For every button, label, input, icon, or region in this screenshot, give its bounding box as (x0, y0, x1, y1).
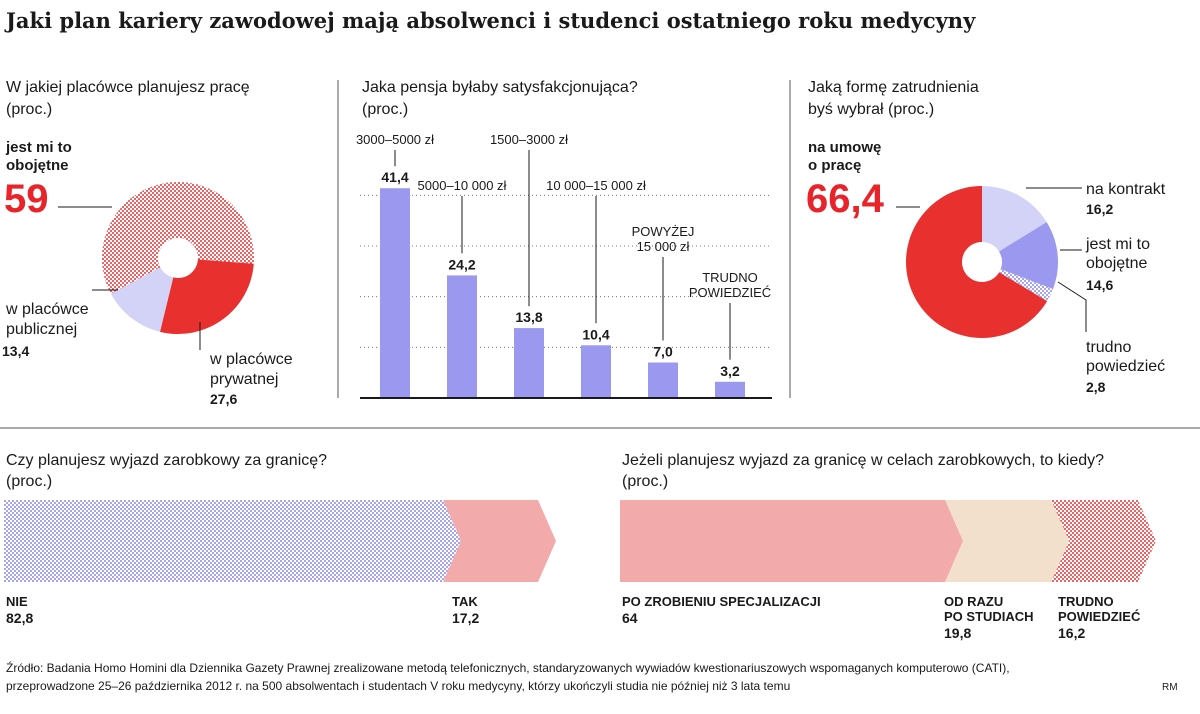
segment-label: TRUDNO (1058, 594, 1114, 609)
slice-contract (982, 186, 1047, 252)
chart5-question: Jeżeli planujesz wyjazd za granicę w cel… (622, 452, 1104, 469)
chart3-question: Jaką formę zatrudnienia (808, 79, 979, 96)
slice-hard-to-say (999, 269, 1054, 302)
salary-bar (447, 275, 477, 398)
segment-value: 19,8 (944, 625, 971, 641)
segment-label: TAK (452, 594, 478, 609)
source-note: przeprowadzone 25–26 października 2012 r… (6, 679, 790, 693)
private-label: w placówce (209, 351, 293, 368)
slice-indifferent (102, 182, 254, 294)
salary-bar (648, 362, 678, 398)
pie1-slices (102, 182, 254, 334)
segment-2 (945, 500, 1070, 582)
author-initials: RM (1162, 682, 1178, 693)
page-title: Jaki plan kariery zawodowej mają absolwe… (4, 8, 976, 33)
bar-category-label: 15 000 zł (637, 239, 690, 254)
private-label: prywatnej (210, 371, 278, 388)
salary-bar (514, 328, 544, 398)
chart4-unit: (proc.) (6, 473, 52, 490)
segment-1 (620, 500, 964, 582)
bar-value-label: 41,4 (381, 169, 408, 185)
obojetne-label: obojętne (1086, 255, 1147, 272)
salary-bars: 41,4 3000–5000 zł 24,2 5000–10 000 zł 13,8 15… (356, 132, 772, 399)
pie3-slices (906, 186, 1058, 339)
salary-bar (380, 188, 410, 398)
salary-bar-chart: Jaka pensja byłaby satysfakcjonująca? (p… (356, 79, 772, 399)
public-label: publicznej (6, 321, 77, 338)
salary-bar (581, 345, 611, 398)
chart3-unit: (proc.) (888, 101, 934, 118)
bar-value-label: 10,4 (582, 326, 609, 342)
bar-value-label: 24,2 (448, 256, 475, 272)
chart3-highlight-label: na umowę (808, 139, 881, 156)
source-note: Źródło: Badania Homo Homini dla Dziennik… (6, 660, 1010, 675)
chart3-question-part: byś wybrał (808, 101, 884, 118)
segment-label: OD RAZU (944, 594, 1003, 609)
workplace-pie-chart: W jakiej placówce planujesz pracę (proc.… (2, 79, 293, 407)
segment-3 (1051, 500, 1156, 582)
bar-category-label: 5000–10 000 zł (418, 178, 507, 193)
salary-bar (715, 381, 745, 398)
segment-1 (4, 500, 462, 582)
chart2-question: Jaka pensja byłaby satysfakcjonująca? (362, 79, 638, 96)
emigration-bar: Czy planujesz wyjazd zarobkowy za granic… (4, 452, 556, 626)
bar-value-label: 3,2 (720, 363, 740, 379)
chart2-unit: (proc.) (362, 101, 408, 118)
chart3-highlight-value: 66,4 (806, 177, 885, 221)
slice-public (110, 267, 174, 332)
obojetne-value: 14,6 (1086, 277, 1113, 293)
segment-label: POWIEDZIEĆ (1058, 609, 1141, 624)
segment-value: 64 (622, 610, 638, 626)
public-label: w placówce (5, 301, 89, 318)
bar-value-label: 7,0 (653, 344, 673, 360)
employment-pie-chart: Jaką formę zatrudnienia byś wybrał (proc… (806, 79, 1166, 395)
chart3-question: byś wybrał (proc.) (808, 101, 934, 118)
segment-2 (443, 500, 556, 582)
bar-category-label: 3000–5000 zł (356, 132, 434, 147)
trudno-label: powiedzieć (1086, 358, 1165, 375)
segment-label: PO ZROBIENIU SPECJALIZACJI (622, 594, 821, 609)
segment-value: 16,2 (1058, 625, 1085, 641)
obojetne-label: jest mi to (1085, 236, 1150, 253)
segment-label: PO STUDIACH (944, 609, 1034, 624)
leader-line (1057, 281, 1087, 332)
trudno-value: 2,8 (1086, 379, 1106, 395)
public-value: 13,4 (2, 343, 29, 359)
chart5-unit: (proc.) (622, 473, 668, 490)
chart1-highlight-value: 59 (4, 177, 49, 221)
private-value: 27,6 (210, 391, 237, 407)
slice-indifferent (999, 222, 1058, 290)
bar-value-label: 13,8 (515, 309, 542, 325)
chart3-highlight-label: o pracę (808, 157, 861, 174)
chart1-highlight-label: jest mi to (5, 139, 72, 156)
bar-category-label: 1500–3000 zł (490, 132, 568, 147)
chart1-highlight-label: obojętne (6, 157, 69, 174)
when-bar: Jeżeli planujesz wyjazd za granicę w cel… (620, 452, 1156, 641)
slice-private (159, 259, 254, 334)
bar-category-label: POWIEDZIEĆ (689, 285, 771, 300)
chart1-unit: (proc.) (6, 101, 52, 118)
chart1-question: W jakiej placówce planujesz pracę (6, 79, 250, 96)
bar-category-label: 10 000–15 000 zł (546, 178, 646, 193)
bar-category-label: TRUDNO (702, 270, 758, 285)
segment-label: NIE (6, 594, 28, 609)
bar-category-label: POWYŻEJ (632, 224, 695, 239)
kontrakt-value: 16,2 (1086, 201, 1113, 217)
segment-value: 82,8 (6, 610, 33, 626)
chart4-question: Czy planujesz wyjazd zarobkowy za granic… (6, 452, 327, 469)
kontrakt-label: na kontrakt (1086, 181, 1166, 198)
segment-value: 17,2 (452, 610, 479, 626)
trudno-label: trudno (1086, 339, 1131, 356)
slice-employment-contract (906, 186, 1048, 339)
